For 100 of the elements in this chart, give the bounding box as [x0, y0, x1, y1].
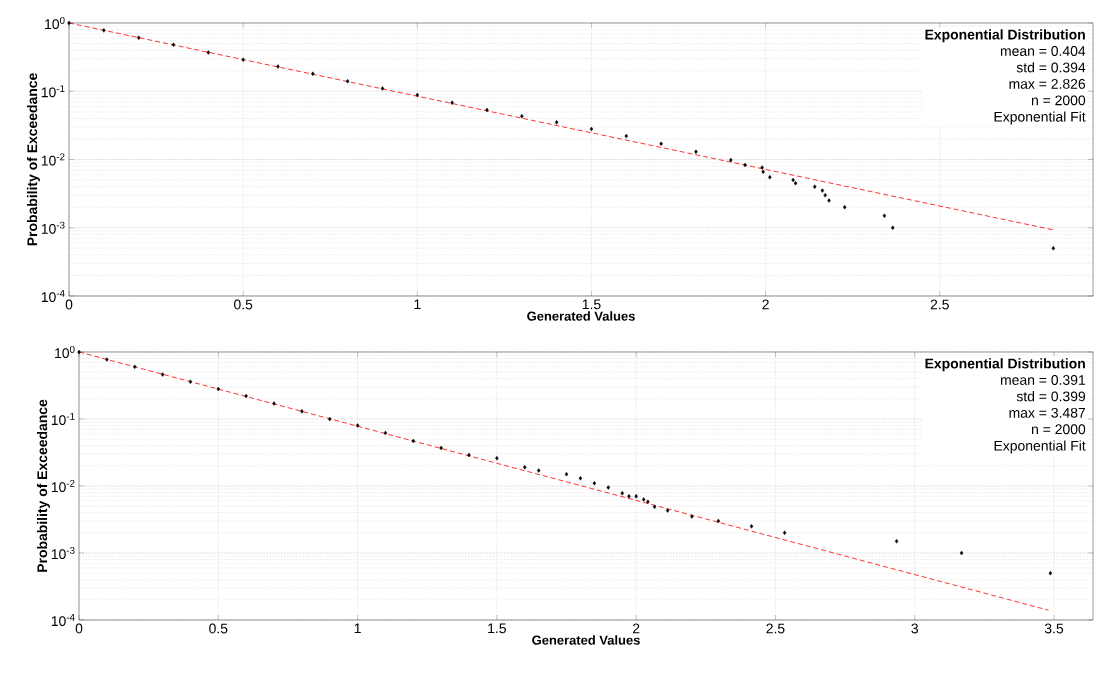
annotation: mean = 0.391: [1000, 375, 1086, 385]
point: [589, 126, 594, 132]
point: [690, 514, 694, 519]
annotation: Exponential Fit: [994, 111, 1086, 125]
point: [439, 445, 443, 451]
point: [276, 64, 280, 69]
annotation: Exponential Distribution: [925, 29, 1085, 43]
point: [729, 157, 733, 163]
point: [133, 364, 137, 370]
point: [216, 386, 220, 392]
annotation: std = 0.399: [1016, 391, 1086, 402]
point: [328, 416, 332, 422]
point: [67, 20, 71, 26]
y-tick-label: 10$^{-4}$: [41, 289, 65, 303]
point: [606, 485, 610, 490]
point: [188, 379, 193, 384]
point: [450, 100, 454, 105]
point: [300, 409, 304, 414]
point: [241, 57, 245, 62]
point: [77, 349, 81, 355]
point: [793, 180, 798, 186]
annotation: Exponential Distribution: [925, 358, 1085, 372]
y-tick-label: 10$^{0}$: [45, 16, 65, 30]
point: [624, 133, 628, 139]
point: [345, 79, 350, 84]
y-tick-label: 10$^{-2}$: [51, 479, 75, 493]
x-tick-label: 2: [632, 623, 640, 634]
point: [716, 518, 721, 524]
x-axis-title: Generated Values: [532, 635, 640, 645]
x-tick-label: 2.5: [766, 623, 785, 634]
point: [749, 524, 754, 529]
annotation: n = 2000: [1031, 424, 1086, 435]
point: [760, 165, 764, 170]
x-tick-label: 0: [75, 623, 83, 634]
point: [495, 455, 499, 461]
point: [782, 530, 787, 536]
point: [959, 550, 964, 556]
point: [768, 175, 772, 180]
point: [272, 401, 276, 406]
annotation: Exponential Fit: [994, 440, 1086, 454]
point: [311, 71, 315, 77]
point: [694, 149, 698, 154]
point: [813, 184, 817, 189]
point: [380, 86, 385, 91]
x-tick-label: 2.5: [930, 299, 949, 310]
point: [659, 141, 663, 146]
y-tick-label: 10$^{-1}$: [41, 85, 65, 98]
point: [646, 499, 650, 505]
point: [171, 42, 176, 47]
annotation: std = 0.394: [1016, 62, 1086, 73]
y-tick-label: 10$^{-3}$: [41, 221, 65, 234]
x-tick-label: 1.5: [582, 299, 601, 310]
y-axis-title: Probability of Exceedance: [26, 73, 40, 246]
x-tick-label: 0: [65, 299, 73, 310]
point: [485, 107, 489, 113]
y-tick-label: 10$^{-1}$: [51, 412, 75, 426]
point: [665, 508, 670, 513]
y-axis-title: Probability of Exceedance: [36, 399, 50, 572]
point: [827, 198, 831, 203]
point: [520, 114, 524, 119]
point: [105, 357, 109, 362]
point: [894, 538, 899, 544]
x-tick-label: 3: [911, 623, 918, 634]
point: [882, 213, 887, 218]
point: [627, 494, 631, 499]
point: [578, 476, 583, 481]
point: [564, 471, 569, 477]
x-tick-label: 1: [354, 623, 361, 634]
point: [206, 50, 211, 55]
point: [355, 423, 360, 428]
y-tick-label: 10$^{-3}$: [51, 546, 75, 560]
point: [1051, 246, 1056, 251]
x-tick-label: 1.5: [488, 623, 506, 634]
point: [891, 225, 895, 230]
point: [136, 35, 141, 40]
annotation: max = 2.826: [1009, 78, 1086, 89]
point: [743, 162, 747, 168]
point: [415, 92, 420, 98]
point: [634, 494, 638, 499]
point: [791, 177, 795, 183]
point: [641, 497, 646, 502]
point: [554, 120, 559, 125]
point: [620, 491, 624, 496]
annotation: n = 2000: [1031, 95, 1086, 106]
point: [652, 504, 657, 509]
point: [761, 169, 765, 174]
point: [823, 192, 827, 198]
point: [160, 372, 165, 377]
point: [592, 481, 597, 486]
y-tick-label: 10$^{-4}$: [51, 613, 75, 627]
y-tick-label: 10$^{0}$: [55, 345, 75, 359]
y-tick-label: 10$^{-2}$: [41, 153, 65, 166]
point: [536, 468, 541, 473]
x-tick-label: 0.5: [234, 299, 253, 310]
annotation: mean = 0.404: [1000, 46, 1086, 56]
point: [523, 465, 527, 470]
point: [1048, 570, 1053, 576]
x-tick-label: 2: [762, 299, 769, 310]
x-axis-title: Generated Values: [527, 311, 635, 321]
x-tick-label: 1: [414, 299, 421, 310]
